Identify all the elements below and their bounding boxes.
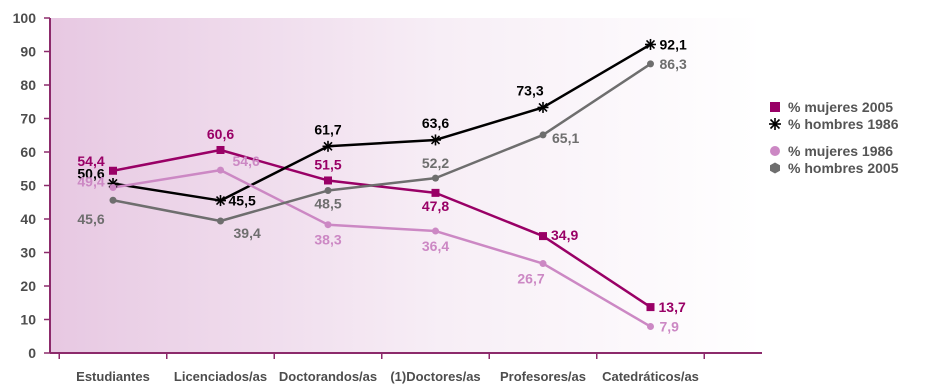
data-label: 73,3 (516, 82, 543, 98)
data-label: 65,1 (552, 130, 579, 146)
data-point (431, 188, 440, 197)
x-tick-label: Catedráticos/as (602, 369, 699, 384)
data-point (432, 227, 439, 235)
data-label: 49,4 (77, 174, 104, 190)
x-tick-label: Doctorandos/as (279, 369, 377, 384)
y-tick-label: 80 (20, 77, 36, 93)
hexagon-icon (768, 161, 782, 175)
data-label: 13,7 (659, 299, 686, 315)
series-line-hombres-2005 (112, 62, 652, 223)
data-label: 54,6 (233, 153, 260, 169)
data-label: 7,9 (660, 319, 680, 335)
data-point (646, 303, 655, 312)
legend-label: % hombres 2005 (788, 160, 899, 176)
data-label: 45,5 (229, 193, 256, 209)
data-point (647, 60, 654, 68)
legend-item-hombres-2005: % hombres 2005 (768, 160, 928, 176)
legend-label: % mujeres 2005 (788, 99, 894, 115)
data-label: 34,9 (551, 227, 578, 243)
data-label: 51,5 (314, 156, 341, 172)
legend-label: % hombres 1986 (788, 116, 899, 132)
data-label: 61,7 (314, 121, 341, 137)
star-marker (537, 101, 549, 113)
data-label: 39,4 (234, 225, 261, 241)
data-point (109, 196, 117, 204)
series-line-mujeres-2005 (112, 148, 652, 309)
y-tick-label: 50 (20, 178, 36, 194)
data-point (216, 145, 225, 154)
data-label: 45,6 (77, 211, 104, 227)
y-tick-label: 100 (13, 10, 37, 26)
data-label: 63,6 (422, 115, 449, 131)
x-tick-label: Licenciados/as (174, 369, 267, 384)
circle-icon (768, 144, 782, 158)
star-marker (215, 195, 226, 207)
y-tick-label: 0 (28, 345, 36, 361)
data-point (539, 232, 547, 241)
plot-area (50, 18, 762, 353)
data-label: 60,6 (207, 126, 234, 142)
y-tick-label: 70 (20, 111, 36, 127)
data-label: 47,8 (422, 198, 449, 214)
data-label: 52,2 (422, 155, 449, 171)
legend-item-mujeres-1986: % mujeres 1986 (768, 143, 928, 159)
star-marker (645, 38, 656, 50)
data-label: 86,3 (660, 56, 687, 72)
data-label: 50,6 (77, 165, 104, 181)
legend: % mujeres 2005 % hombres 1986 % mujeres … (768, 99, 928, 177)
data-point (217, 217, 224, 225)
series-line-hombres-1986 (112, 43, 652, 202)
star-icon (768, 117, 782, 131)
y-tick-label: 30 (20, 245, 36, 261)
data-point (432, 174, 439, 182)
y-tick-label: 90 (20, 44, 36, 60)
data-point (324, 187, 332, 195)
data-label: 54,4 (77, 153, 104, 169)
x-tick-label: Estudiantes (76, 369, 150, 384)
data-point (647, 323, 654, 331)
star-marker (322, 140, 334, 152)
legend-item-mujeres-2005: % mujeres 2005 (768, 99, 928, 115)
data-point (217, 166, 224, 174)
data-point (324, 221, 332, 229)
legend-item-hombres-1986: % hombres 1986 (768, 116, 928, 132)
y-tick-label: 20 (20, 278, 36, 294)
star-marker (430, 134, 441, 146)
data-label: 38,3 (314, 232, 341, 248)
y-tick-label: 10 (20, 312, 36, 328)
data-point (109, 184, 117, 192)
legend-label: % mujeres 1986 (788, 143, 894, 159)
data-point (539, 131, 547, 139)
x-tick-label: Profesores/as (500, 369, 586, 384)
x-tick-label: (1)Doctores/as (390, 369, 480, 384)
data-point (109, 166, 117, 175)
series-line-mujeres-1986 (112, 168, 652, 328)
data-label: 48,5 (314, 196, 341, 212)
data-point (539, 260, 547, 268)
data-label: 26,7 (517, 271, 544, 287)
square-icon (768, 100, 782, 114)
data-label: 36,4 (422, 238, 449, 254)
y-tick-label: 40 (20, 211, 36, 227)
y-tick-label: 60 (20, 144, 36, 160)
data-point (324, 176, 332, 185)
data-label: 92,1 (660, 36, 687, 52)
